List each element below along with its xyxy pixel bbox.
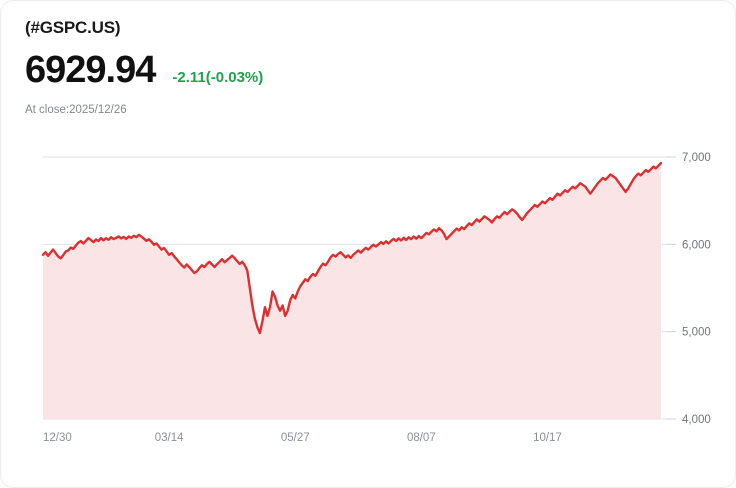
price-line: [41, 161, 663, 335]
price-chart[interactable]: 4,000 5,000 6,000 7,000 12/30 03/14 05/27 08/0…: [1, 141, 736, 456]
quote-header: (#GSPC.US) 6929.94 -2.11(-0.03%) At clos…: [25, 17, 685, 118]
price-chart-svg[interactable]: 4,000 5,000 6,000 7,000 12/30 03/14 05/27 08/0…: [1, 141, 736, 456]
y-axis-label: 5,000: [682, 327, 711, 339]
price-row: 6929.94 -2.11(-0.03%): [25, 48, 685, 92]
x-axis-labels: 12/30 03/14 05/27 08/07 10/17: [43, 432, 562, 444]
ticker-symbol: (#GSPC.US): [25, 18, 121, 37]
x-axis-label: 05/27: [281, 432, 310, 444]
x-axis-label: 12/30: [43, 432, 72, 444]
price-area-fill: [43, 163, 661, 419]
price-change: -2.11(-0.03%): [172, 69, 264, 86]
y-axis-labels: 4,000 5,000 6,000 7,000: [682, 152, 711, 426]
last-price: 6929.94: [25, 49, 156, 91]
y-axis-label: 4,000: [682, 414, 711, 426]
y-axis-label: 7,000: [682, 152, 711, 164]
x-axis-label: 03/14: [155, 432, 184, 444]
y-axis-label: 6,000: [682, 239, 711, 251]
at-close-timestamp: At close:2025/12/26: [25, 104, 127, 116]
x-axis-label: 08/07: [407, 432, 436, 444]
x-axis-label: 10/17: [533, 432, 562, 444]
